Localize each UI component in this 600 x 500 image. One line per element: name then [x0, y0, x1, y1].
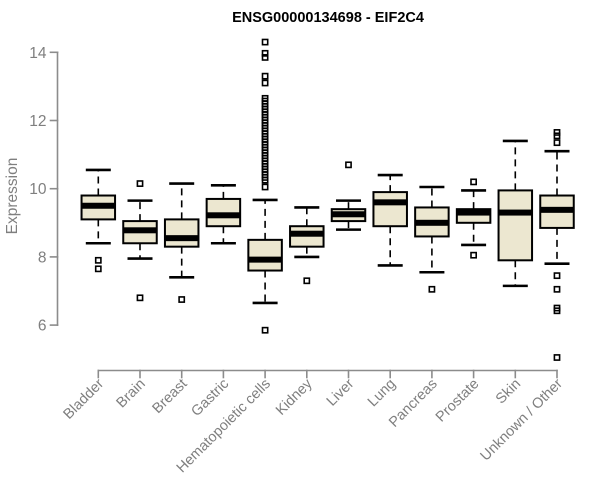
median-line	[456, 209, 491, 216]
median-line	[248, 256, 282, 263]
outlier-point	[94, 256, 102, 264]
x-category-label: Brain	[114, 376, 149, 411]
outlier-point	[303, 277, 311, 285]
outlier-point	[428, 285, 436, 293]
outlier-point	[553, 132, 561, 140]
outlier-point	[261, 49, 269, 57]
outlier-point	[553, 139, 561, 147]
median-line	[331, 211, 366, 218]
outlier-point	[261, 38, 269, 46]
x-category-label: Breast	[150, 376, 191, 417]
iqr-box	[372, 191, 408, 228]
median-line	[540, 206, 574, 213]
x-category-label: Kidney	[273, 375, 316, 418]
iqr-box	[247, 238, 283, 272]
outlier-point	[261, 326, 269, 334]
chart-title: ENSG00000134698 - EIF2C4	[232, 10, 424, 26]
outlier-point	[553, 307, 561, 315]
median-line	[415, 219, 449, 226]
outlier-point	[261, 183, 269, 191]
median-line	[290, 230, 324, 237]
outlier-point	[261, 176, 269, 184]
outlier-point	[136, 294, 144, 302]
outlier-point	[261, 79, 269, 87]
outlier-point	[553, 272, 561, 280]
outlier-point	[94, 265, 102, 273]
y-tick-label: 10	[29, 181, 47, 198]
x-category-label: Lung	[365, 376, 399, 410]
median-line	[373, 199, 407, 206]
outlier-point	[261, 72, 269, 80]
outlier-point	[345, 161, 352, 169]
y-tick-label: 6	[38, 318, 47, 335]
outlier-point	[178, 296, 186, 303]
outlier-point	[261, 54, 269, 61]
y-tick-label: 8	[38, 249, 47, 266]
median-line	[498, 209, 533, 216]
x-category-label: Bladder	[60, 376, 107, 423]
y-tick-label: 12	[29, 113, 46, 130]
median-line	[123, 227, 157, 234]
outlier-point	[553, 129, 561, 136]
outlier-point	[136, 180, 144, 187]
outlier-point	[470, 178, 477, 186]
iqr-box	[497, 189, 534, 262]
outlier-point	[470, 251, 477, 259]
outlier-point	[553, 354, 561, 361]
median-line	[164, 235, 199, 242]
median-line	[81, 202, 116, 209]
x-category-label: Prostate	[433, 376, 482, 425]
x-category-label: Liver	[324, 376, 358, 410]
y-axis-label: Expression	[4, 158, 21, 235]
median-line	[206, 212, 241, 219]
y-tick-label: 14	[29, 45, 47, 62]
outlier-point	[553, 285, 561, 293]
x-category-label: Skin	[493, 376, 524, 407]
iqr-box	[163, 218, 200, 248]
